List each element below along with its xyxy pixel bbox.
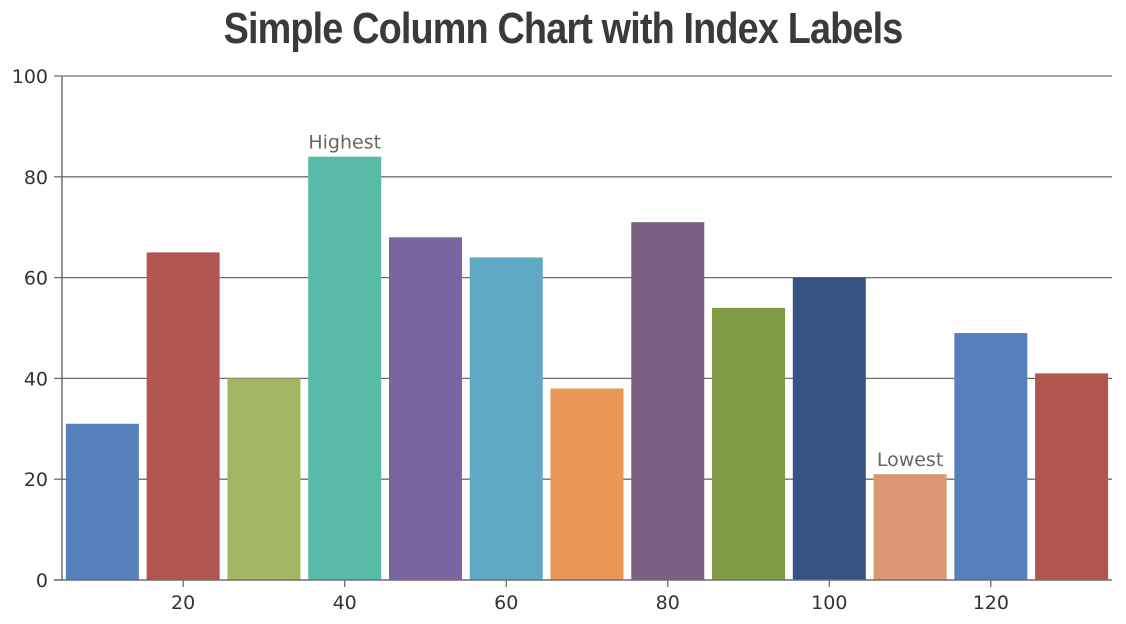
index-label: Highest: [308, 132, 381, 154]
y-tick-label: 40: [24, 368, 48, 390]
x-tick-label: 20: [171, 592, 195, 614]
y-tick-label: 100: [12, 66, 48, 88]
bar: [631, 222, 705, 580]
y-tick-label: 80: [24, 167, 48, 189]
bar: [1035, 373, 1109, 580]
x-tick-label: 100: [811, 592, 847, 614]
y-tick-label: 60: [24, 268, 48, 290]
bar: [954, 333, 1028, 580]
bar: [65, 423, 139, 580]
x-tick-label: 40: [333, 592, 357, 614]
bar: [550, 388, 624, 580]
bar: [792, 277, 866, 580]
y-tick-label: 0: [36, 570, 48, 592]
bar: [227, 378, 301, 580]
x-tick-label: 80: [656, 592, 680, 614]
bar: [146, 252, 220, 580]
x-tick-label: 60: [494, 592, 518, 614]
bar: [712, 307, 786, 580]
bar: [308, 156, 382, 580]
bar: [388, 237, 462, 580]
chart-title: Simple Column Chart with Index Labels: [223, 4, 904, 53]
bar: [469, 257, 543, 580]
bar: [873, 474, 947, 580]
x-tick-label: 120: [973, 592, 1009, 614]
index-label: Lowest: [877, 449, 943, 471]
y-tick-label: 20: [24, 469, 48, 491]
